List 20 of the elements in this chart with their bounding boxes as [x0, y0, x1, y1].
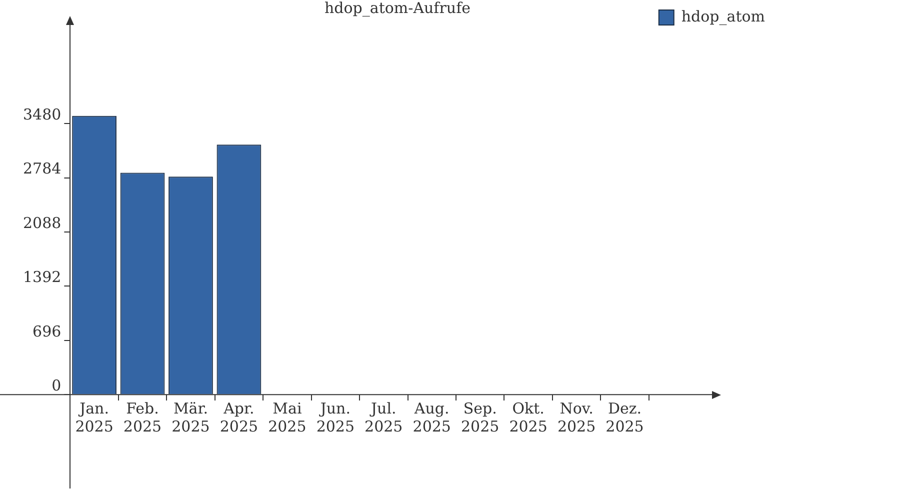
x-tick-label: Feb. 2025 [123, 399, 162, 436]
legend-label: hdop_atom [681, 7, 766, 26]
y-tick-label: 2088 [22, 214, 62, 232]
x-tick-label: Mai 2025 [268, 399, 306, 436]
x-tick-label: Aug. 2025 [412, 399, 451, 436]
y-tick-label: 2784 [22, 160, 62, 178]
x-tick-label: Mär. 2025 [172, 399, 210, 436]
chart-title: hdop_atom-Aufrufe [324, 0, 471, 17]
y-tick-label: 3480 [22, 106, 62, 124]
y-tick-label: 696 [32, 322, 62, 340]
x-tick-label: Dez. 2025 [606, 399, 644, 436]
x-tick-label: Sep. 2025 [460, 399, 500, 436]
y-tick-label: 1392 [22, 268, 62, 286]
x-tick-label: Apr. 2025 [220, 399, 258, 436]
y-tick-label: 0 [52, 376, 62, 394]
x-tick-label: Jan. 2025 [75, 399, 114, 436]
x-tick-label: Okt. 2025 [509, 399, 548, 436]
x-tick-label: Jul. 2025 [364, 399, 403, 436]
x-tick-label: Nov. 2025 [557, 399, 596, 436]
x-tick-label: Jun. 2025 [316, 399, 355, 436]
